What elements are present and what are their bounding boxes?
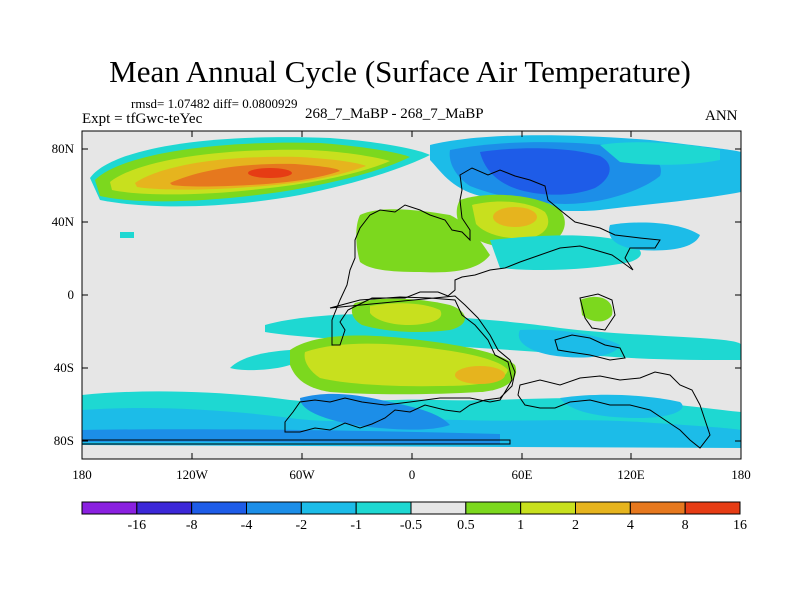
warm-anomaly-south-continent bbox=[230, 335, 517, 395]
continent-outlines bbox=[82, 167, 711, 449]
colorbar-box bbox=[410, 501, 467, 515]
colorbar-label: 4 bbox=[626, 518, 634, 533]
colorbar-box bbox=[136, 501, 193, 515]
plot-title: Mean Annual Cycle (Surface Air Temperatu… bbox=[109, 54, 691, 89]
lat-label-equator: 0 bbox=[67, 287, 75, 302]
lon-label-120e: 120E bbox=[617, 467, 645, 482]
warm-anomaly-north-continent bbox=[120, 194, 700, 273]
warm-anomaly-tropics bbox=[265, 296, 741, 360]
colorbar-label: 2 bbox=[572, 518, 579, 533]
colorbar-box bbox=[465, 501, 522, 515]
rmsd-diff-stats: rmsd= 1.07482 diff= 0.0800929 bbox=[131, 96, 298, 111]
southern-ocean-band bbox=[82, 391, 741, 459]
colorbar-label: -4 bbox=[240, 518, 253, 533]
colorbar-box bbox=[629, 501, 686, 515]
colorbar-box bbox=[520, 501, 577, 515]
colorbar-box bbox=[191, 501, 248, 515]
map-plot-area bbox=[82, 131, 741, 459]
lon-label-60w: 60W bbox=[289, 467, 315, 482]
lon-label-180w: 180 bbox=[72, 467, 92, 482]
cold-anomaly-arctic bbox=[430, 135, 741, 212]
lat-label-40n: 40N bbox=[51, 214, 74, 229]
colorbar-label: -1 bbox=[350, 518, 362, 533]
lon-label-180e: 180 bbox=[731, 467, 751, 482]
colorbar-label: 0.5 bbox=[457, 518, 475, 533]
experiment-label: Expt = tfGwc-teYec bbox=[82, 111, 203, 127]
colorbar-label: -0.5 bbox=[399, 518, 423, 533]
case-comparison-label: 268_7_MaBP - 268_7_MaBP bbox=[305, 106, 484, 122]
colorbar-label: -2 bbox=[295, 518, 308, 533]
colorbar-box bbox=[684, 501, 741, 515]
colorbar-box bbox=[575, 501, 631, 515]
colorbar-label: 16 bbox=[733, 518, 747, 533]
colorbar-label: -8 bbox=[185, 518, 198, 533]
lon-label-60e: 60E bbox=[511, 467, 533, 482]
axis-ticks bbox=[81, 131, 742, 459]
colorbar-label: 8 bbox=[681, 518, 689, 533]
lon-label-120w: 120W bbox=[176, 467, 208, 482]
lat-label-40s: 40S bbox=[53, 360, 74, 375]
colorbar-box bbox=[81, 501, 138, 515]
colorbar-label: -16 bbox=[127, 518, 147, 533]
lat-label-80s: 80S bbox=[53, 433, 74, 448]
colorbar-box bbox=[355, 501, 412, 515]
lat-label-80n: 80N bbox=[51, 141, 74, 156]
colorbar-box bbox=[246, 501, 302, 515]
colorbar-box bbox=[300, 501, 357, 515]
warm-anomaly-north-pacific bbox=[90, 137, 430, 207]
lon-label-0: 0 bbox=[408, 467, 416, 482]
colorbar-label: 1 bbox=[517, 518, 525, 533]
colorbar bbox=[81, 501, 741, 515]
season-label: ANN bbox=[705, 108, 738, 124]
